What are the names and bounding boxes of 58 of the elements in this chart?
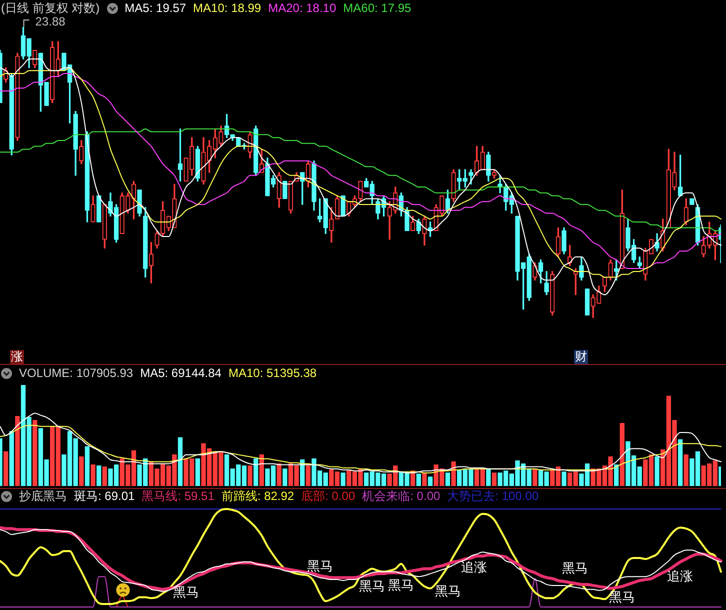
bar xyxy=(254,458,258,486)
bar xyxy=(532,468,538,486)
annotation: 黑马 xyxy=(562,560,588,576)
bar xyxy=(614,464,619,486)
annotation: 追涨 xyxy=(461,560,487,575)
bar xyxy=(9,431,14,486)
bar xyxy=(428,476,433,486)
chart-title: 抄底黑马 xyxy=(19,488,67,504)
text: 财 xyxy=(575,349,587,364)
text: MA10: 51395.38 xyxy=(228,366,317,380)
series-label: VOLUME: 107905.93 xyxy=(19,366,134,380)
bar xyxy=(79,456,84,486)
text: 机会来临: 0.00 xyxy=(362,488,440,504)
text: MA10: 18.99 xyxy=(193,1,262,15)
annotation: 追涨 xyxy=(667,568,693,584)
chart-title: (日线 前复权 对数) xyxy=(1,0,100,16)
text: MA20: 18.10 xyxy=(268,1,336,15)
bar xyxy=(486,468,491,486)
annotation: 黑马 xyxy=(307,558,333,574)
bar xyxy=(422,472,427,486)
bar xyxy=(340,472,346,486)
annotation: 黑马 xyxy=(173,584,199,600)
annotation: 黑马 xyxy=(609,590,635,605)
text: MA5: 69144.84 xyxy=(140,366,222,380)
bar xyxy=(282,468,288,486)
bar xyxy=(102,466,107,486)
bar xyxy=(276,463,282,486)
bar xyxy=(620,423,624,486)
bar xyxy=(445,472,450,486)
bar xyxy=(654,456,660,486)
annotation: 黑马 xyxy=(435,584,461,599)
annotation: 23.88 xyxy=(35,14,66,28)
bar xyxy=(178,437,183,486)
bar xyxy=(84,446,90,486)
annotation: 黑马 xyxy=(359,578,385,594)
bar xyxy=(248,465,252,486)
bar xyxy=(678,439,683,486)
annotation: 黑马 xyxy=(388,578,414,593)
bar xyxy=(32,420,38,486)
bar xyxy=(306,465,310,486)
bar xyxy=(195,458,200,486)
text: 涨 xyxy=(11,349,23,364)
bar xyxy=(416,474,421,486)
bar xyxy=(259,454,264,486)
text: 底部: 0.00 xyxy=(301,488,356,504)
bar xyxy=(90,464,96,486)
bar xyxy=(96,465,102,486)
bar xyxy=(15,416,20,486)
text: MA60: 17.95 xyxy=(343,1,412,15)
bar xyxy=(492,472,497,486)
text: 斑马: 69.01 xyxy=(74,488,135,504)
bar xyxy=(684,454,688,486)
bar xyxy=(451,461,456,486)
text: 黑马线: 59.51 xyxy=(142,488,214,504)
series-label: 大势已去: 100.00 xyxy=(447,488,539,504)
bar xyxy=(562,472,566,486)
series-label: 前蹄线: 82.92 xyxy=(221,488,294,504)
text: MA5: 19.57 xyxy=(124,1,186,15)
